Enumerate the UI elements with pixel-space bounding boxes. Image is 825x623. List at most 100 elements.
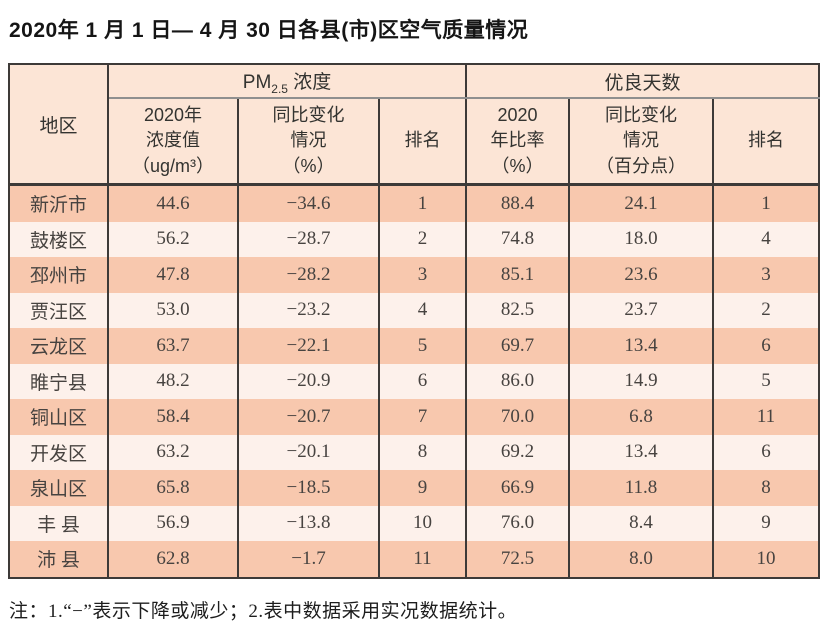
pm25-prefix: PM: [242, 71, 272, 93]
cell-good-ratio: 85.1: [465, 257, 571, 293]
cell-good-change: 24.1: [568, 184, 715, 222]
cell-pm-change: −28.2: [237, 257, 380, 293]
pm25-suffix: 浓度: [287, 71, 332, 93]
cell-pm-change: −20.9: [237, 363, 380, 399]
table-row: 鼓楼区 56.2 −28.7 2 74.8 18.0 4: [8, 221, 821, 257]
cell-good-change: 6.8: [568, 399, 715, 435]
cell-pm-rank: 4: [377, 292, 468, 328]
cell-pm-rank: 7: [377, 399, 468, 435]
cell-pm-value: 53.0: [107, 292, 239, 328]
col-header-good-rank: 排名: [712, 98, 821, 185]
cell-region: 新沂市: [8, 184, 109, 222]
col-header-good-ratio: 2020 年比率 （%）: [465, 98, 571, 185]
cell-pm-rank: 3: [377, 257, 468, 293]
col-header-pm-change: 同比变化 情况 （%）: [237, 98, 380, 185]
cell-good-ratio: 69.2: [465, 434, 571, 470]
cell-region: 鼓楼区: [8, 221, 109, 257]
cell-good-rank: 6: [712, 434, 821, 470]
cell-pm-value: 47.8: [107, 257, 239, 293]
table-row: 云龙区 63.7 −22.1 5 69.7 13.4 6: [8, 328, 821, 364]
cell-good-ratio: 86.0: [465, 363, 571, 399]
col-group-good-days: 优良天数: [465, 64, 821, 99]
cell-good-ratio: 88.4: [465, 184, 571, 222]
cell-pm-change: −20.1: [237, 434, 380, 470]
cell-good-ratio: 74.8: [465, 221, 571, 257]
cell-pm-value: 48.2: [107, 363, 239, 399]
cell-good-ratio: 66.9: [465, 470, 571, 506]
table-row: 邳州市 47.8 −28.2 3 85.1 23.6 3: [8, 257, 821, 293]
cell-pm-value: 56.2: [107, 221, 239, 257]
cell-region: 云龙区: [8, 328, 109, 364]
group-header-row: 地区 PM2.5 浓度 优良天数: [8, 64, 821, 185]
cell-pm-value: 44.6: [107, 184, 239, 222]
cell-good-change: 8.4: [568, 505, 715, 541]
cell-good-rank: 5: [712, 363, 821, 399]
cell-pm-change: −28.7: [237, 221, 380, 257]
cell-good-rank: 11: [712, 399, 821, 435]
cell-good-rank: 3: [712, 257, 821, 293]
page-title: 2020年 1 月 1 日— 4 月 30 日各县(市)区空气质量情况: [9, 19, 529, 42]
cell-good-rank: 1: [712, 184, 821, 222]
cell-pm-rank: 2: [377, 221, 468, 257]
cell-good-rank: 8: [712, 470, 821, 506]
pm25-subscript: 2.5: [271, 81, 288, 96]
cell-pm-rank: 6: [377, 363, 468, 399]
cell-good-rank: 4: [712, 221, 821, 257]
cell-good-change: 13.4: [568, 434, 715, 470]
table-row: 沛 县 62.8 −1.7 11 72.5 8.0 10: [8, 541, 821, 578]
cell-region: 开发区: [8, 434, 109, 470]
cell-good-rank: 6: [712, 328, 821, 364]
cell-region: 邳州市: [8, 257, 109, 293]
cell-good-rank: 2: [712, 292, 821, 328]
cell-good-rank: 9: [712, 505, 821, 541]
cell-good-ratio: 72.5: [465, 541, 571, 578]
cell-region: 睢宁县: [8, 363, 109, 399]
sub-header-row: 2020年 浓度值 （ug/m³） 同比变化 情况 （%） 排名 2020 年比…: [9, 98, 821, 185]
col-header-region: 地区: [8, 64, 109, 185]
cell-region: 丰 县: [8, 505, 109, 541]
cell-pm-value: 62.8: [107, 541, 239, 578]
cell-good-ratio: 76.0: [465, 505, 571, 541]
col-header-pm-rank: 排名: [377, 98, 468, 185]
cell-good-ratio: 82.5: [465, 292, 571, 328]
cell-good-change: 23.6: [568, 257, 715, 293]
cell-region: 泉山区: [8, 470, 109, 506]
table-body: 新沂市 44.6 −34.6 1 88.4 24.1 1 鼓楼区 56.2 −28.7 2 74.8 1…: [8, 184, 821, 578]
col-group-pm25: PM2.5 浓度: [106, 64, 468, 99]
cell-good-ratio: 70.0: [465, 399, 571, 435]
cell-good-change: 23.7: [568, 292, 715, 328]
table-row: 泉山区 65.8 −18.5 9 66.9 11.8 8: [8, 470, 821, 506]
cell-pm-value: 58.4: [107, 399, 239, 435]
table-row: 新沂市 44.6 −34.6 1 88.4 24.1 1: [8, 184, 821, 222]
cell-pm-value: 56.9: [107, 505, 239, 541]
cell-pm-rank: 10: [377, 505, 468, 541]
air-quality-table: 地区 PM2.5 浓度 优良天数 2020年 浓度值 （ug/m³） 同比变化 …: [8, 63, 821, 579]
col-header-good-change: 同比变化 情况 （百分点）: [568, 98, 715, 185]
cell-good-change: 13.4: [568, 328, 715, 364]
cell-pm-change: −1.7: [237, 541, 380, 578]
col-header-pm-value: 2020年 浓度值 （ug/m³）: [107, 98, 239, 185]
cell-pm-change: −18.5: [237, 470, 380, 506]
cell-pm-value: 63.7: [107, 328, 239, 364]
cell-pm-rank: 11: [377, 541, 468, 578]
table-header: 地区 PM2.5 浓度 优良天数 2020年 浓度值 （ug/m³） 同比变化 …: [8, 64, 821, 185]
cell-pm-value: 63.2: [107, 434, 239, 470]
cell-good-change: 11.8: [568, 470, 715, 506]
table-row: 铜山区 58.4 −20.7 7 70.0 6.8 11: [8, 399, 821, 435]
cell-region: 铜山区: [8, 399, 109, 435]
cell-pm-rank: 1: [377, 184, 468, 222]
cell-good-rank: 10: [712, 541, 821, 578]
cell-region: 贾汪区: [8, 292, 109, 328]
table-row: 睢宁县 48.2 −20.9 6 86.0 14.9 5: [8, 363, 821, 399]
cell-pm-rank: 8: [377, 434, 468, 470]
footnote: 注：1.“−”表示下降或减少；2.表中数据采用实况数据统计。: [9, 600, 518, 622]
cell-good-ratio: 69.7: [465, 328, 571, 364]
table-row: 贾汪区 53.0 −23.2 4 82.5 23.7 2: [8, 292, 821, 328]
table-row: 丰 县 56.9 −13.8 10 76.0 8.4 9: [8, 505, 821, 541]
cell-region: 沛 县: [8, 541, 109, 578]
cell-pm-value: 65.8: [107, 470, 239, 506]
cell-pm-rank: 5: [377, 328, 468, 364]
cell-good-change: 18.0: [568, 221, 715, 257]
cell-pm-change: −34.6: [237, 184, 380, 222]
